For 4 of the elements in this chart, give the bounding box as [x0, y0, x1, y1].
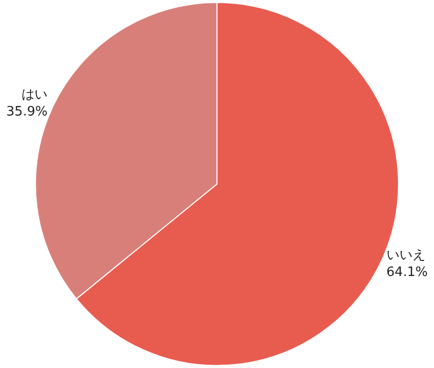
data-label: 35.9%: [6, 104, 48, 120]
data-label: 64.1%: [386, 265, 428, 280]
slice-label: はい: [22, 88, 48, 103]
slice-label: いいえ: [386, 248, 426, 264]
